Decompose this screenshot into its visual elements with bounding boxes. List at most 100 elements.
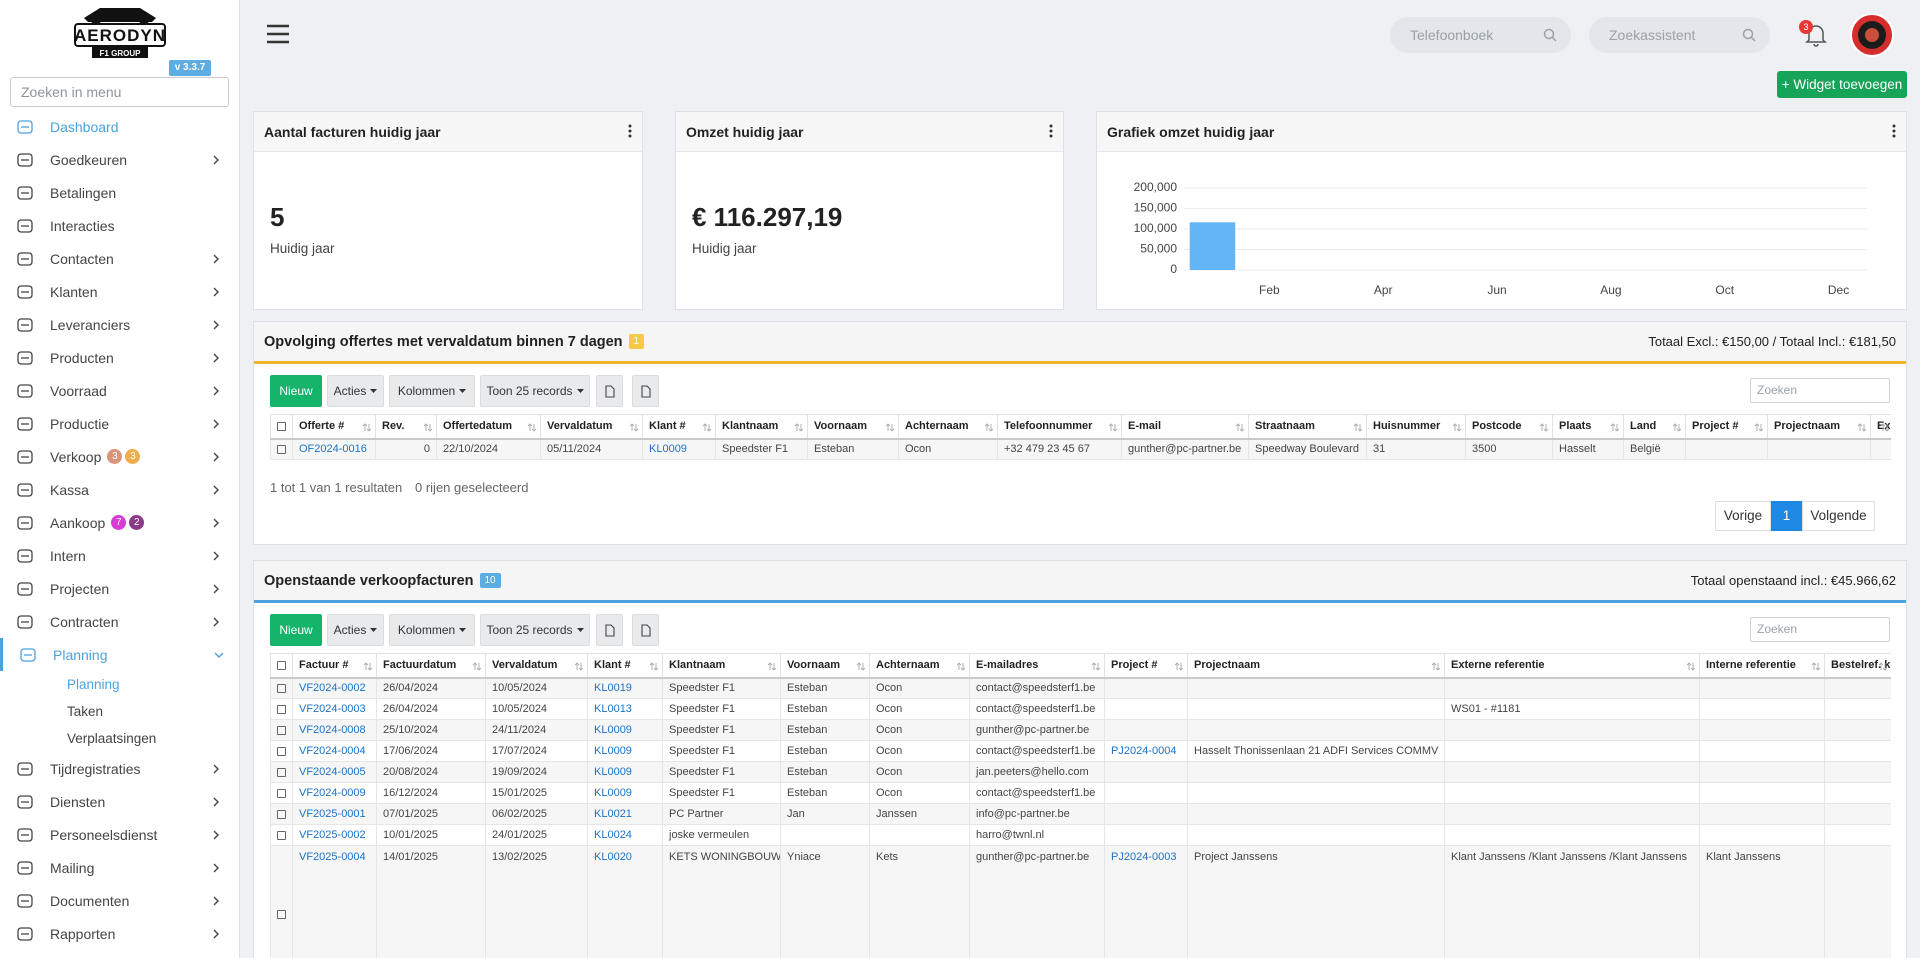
link-cell[interactable] [1104,824,1188,846]
menu-item[interactable]: Kassa [0,473,239,506]
menu-item[interactable]: Intern [0,539,239,572]
link-cell[interactable]: VF2024-0004 [292,740,377,762]
menu-item[interactable]: Planning [0,638,239,671]
column-header[interactable]: Factuurdatum [376,653,486,679]
column-header[interactable]: Rev. [375,414,437,440]
row-select[interactable] [270,698,293,720]
column-header[interactable]: Klantnaam [715,414,808,440]
link-cell[interactable]: VF2024-0005 [292,761,377,783]
menu-item[interactable]: Rapporten [0,917,239,950]
menu-item[interactable]: Aankoop 7 2 [0,506,239,539]
link-cell[interactable]: VF2024-0008 [292,719,377,741]
link-cell[interactable]: KL0009 [587,782,663,804]
link-cell[interactable] [1104,782,1188,804]
link-cell[interactable] [1104,677,1188,699]
column-header[interactable]: Factuur # [292,653,377,679]
row-select[interactable] [270,677,293,699]
menu-item[interactable]: Verkoop 3 3 [0,440,239,473]
column-header[interactable]: Klant # [642,414,716,440]
link-cell[interactable]: KL0021 [587,803,663,825]
checkbox[interactable] [277,909,286,919]
menu-item[interactable]: Goedkeuren [0,143,239,176]
menu-item[interactable]: Interacties [0,209,239,242]
row-select[interactable] [270,803,293,825]
checkbox[interactable] [277,704,286,714]
menu-search[interactable]: Zoeken in menu [10,77,229,107]
column-header[interactable]: Land [1623,414,1686,440]
menu-item[interactable]: Projecten [0,572,239,605]
row-select[interactable] [270,845,293,958]
menu-item[interactable]: Mailing [0,851,239,884]
link-cell[interactable]: KL0009 [587,740,663,762]
column-header[interactable]: E-mail [1121,414,1249,440]
checkbox[interactable] [277,830,286,840]
pagination-button[interactable]: Vorige [1715,501,1771,531]
link-cell[interactable]: KL0009 [642,438,716,460]
link-cell[interactable]: KL0013 [587,698,663,720]
column-header[interactable]: Offertedatum [436,414,541,440]
submenu-item[interactable]: Taken [67,704,104,719]
link-cell[interactable]: KL0024 [587,824,663,846]
column-header[interactable]: Project # [1104,653,1188,679]
export-button[interactable] [632,375,659,407]
link-cell[interactable] [1104,719,1188,741]
pagination-button[interactable]: Volgende [1802,501,1875,531]
toolbar-button[interactable]: Kolommen [389,375,475,407]
link-cell[interactable]: KL0020 [587,845,663,958]
row-select[interactable] [270,438,293,460]
checkbox[interactable] [277,788,286,798]
logo[interactable]: AERODYN F1 GROUP [70,2,170,60]
link-cell[interactable]: OF2024-0016 [292,438,376,460]
checkbox[interactable] [277,444,286,454]
column-header[interactable]: Projectnaam [1187,653,1445,679]
checkbox[interactable] [277,746,286,756]
widget-menu[interactable] [1049,124,1053,138]
link-cell[interactable]: VF2025-0002 [292,824,377,846]
toolbar-button[interactable]: Nieuw [270,375,322,407]
widget-menu[interactable] [1892,124,1896,138]
column-header[interactable]: Offerte # [292,414,376,440]
column-header[interactable]: Voornaam [807,414,899,440]
link-cell[interactable]: VF2025-0001 [292,803,377,825]
search-box[interactable]: Zoekassistent [1589,17,1770,53]
checkbox[interactable] [277,683,286,693]
column-header[interactable]: Voornaam [780,653,870,679]
link-cell[interactable]: VF2024-0009 [292,782,377,804]
pagination-button[interactable]: 1 [1771,501,1802,531]
link-cell[interactable]: PJ2024-0003 [1104,845,1188,958]
checkbox[interactable] [277,660,286,670]
export-button[interactable] [632,614,659,646]
column-header[interactable]: Bestelref. kl [1824,653,1891,679]
avatar[interactable] [1849,12,1895,58]
column-header[interactable]: Achternaam [898,414,998,440]
toolbar-button[interactable]: Toon 25 records [480,375,590,407]
row-select[interactable] [270,719,293,741]
menu-item[interactable]: Productie [0,407,239,440]
menu-item[interactable]: Tijdregistraties [0,752,239,785]
column-header[interactable]: Projectnaam [1767,414,1871,440]
row-select[interactable] [270,824,293,846]
checkbox[interactable] [277,421,286,431]
checkbox[interactable] [277,725,286,735]
column-header[interactable]: Plaats [1552,414,1624,440]
search-box[interactable]: Telefoonboek [1390,17,1571,53]
column-header[interactable]: Project # [1685,414,1768,440]
menu-item[interactable]: Contacten [0,242,239,275]
menu-item[interactable]: Klanten [0,275,239,308]
column-header[interactable]: E-mailadres [969,653,1105,679]
link-cell[interactable]: VF2024-0003 [292,698,377,720]
checkbox[interactable] [277,767,286,777]
link-cell[interactable] [1104,698,1188,720]
toolbar-button[interactable]: Nieuw [270,614,322,646]
menu-item[interactable]: Betalingen [0,176,239,209]
link-cell[interactable]: KL0009 [587,719,663,741]
toolbar-button[interactable]: Acties [327,375,384,407]
toolbar-button[interactable]: Kolommen [389,614,475,646]
menu-item[interactable]: Voorraad [0,374,239,407]
link-cell[interactable]: VF2024-0002 [292,677,377,699]
table-search[interactable]: Zoeken [1750,617,1890,642]
toolbar-button[interactable]: Toon 25 records [480,614,590,646]
column-header[interactable]: Achternaam [869,653,970,679]
menu-item[interactable]: Producten [0,341,239,374]
link-cell[interactable] [1104,803,1188,825]
